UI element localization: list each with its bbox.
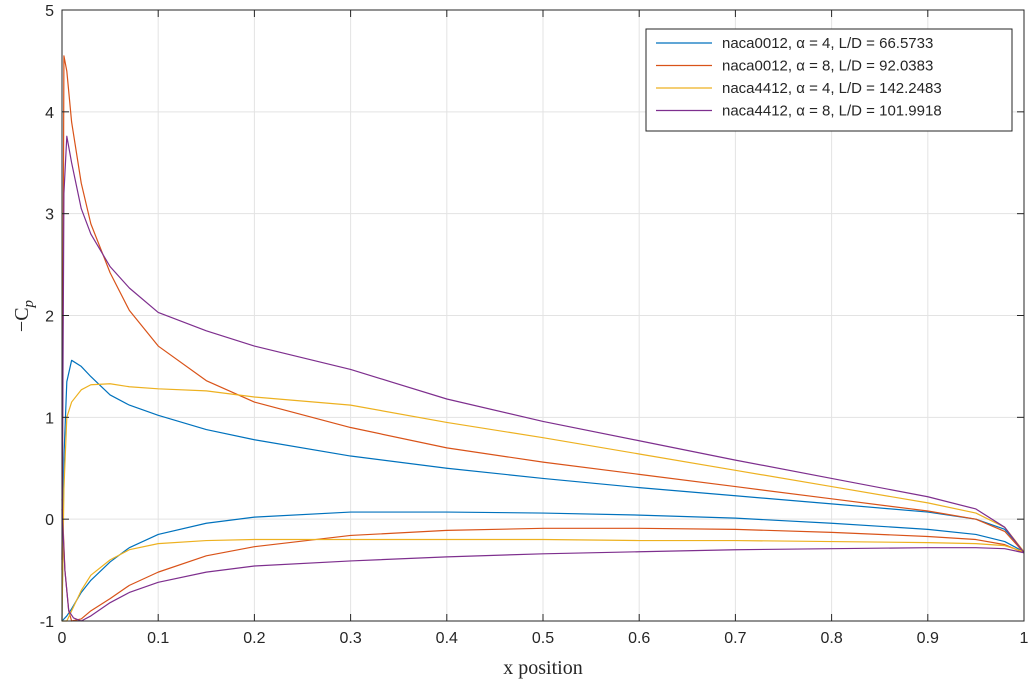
y-axis-label: −Cp bbox=[11, 299, 37, 332]
legend-entry-label: naca0012, α = 8, L/D = 92.0383 bbox=[722, 58, 933, 75]
x-tick-label: 0.1 bbox=[147, 630, 169, 647]
y-tick-label: 1 bbox=[45, 410, 54, 427]
x-tick-label: 0.4 bbox=[436, 630, 458, 647]
legend-entry-label: naca4412, α = 4, L/D = 142.2483 bbox=[722, 80, 942, 97]
x-tick-label: 0 bbox=[58, 630, 67, 647]
y-axis-label-main: −C bbox=[11, 307, 33, 332]
series-4-upper-line bbox=[61, 135, 1025, 560]
y-tick-label: 2 bbox=[45, 309, 54, 326]
x-tick-label: 0.2 bbox=[243, 630, 265, 647]
legend-box bbox=[645, 28, 1013, 132]
series-3-upper-line bbox=[61, 383, 1025, 622]
y-tick-label: 3 bbox=[45, 207, 54, 224]
x-tick-label: 0.3 bbox=[339, 630, 361, 647]
x-tick-label: 0.6 bbox=[628, 630, 650, 647]
y-tick-label: 0 bbox=[45, 512, 54, 529]
x-tick-label: 0.7 bbox=[724, 630, 746, 647]
series-1-lower-line bbox=[61, 511, 1025, 622]
x-axis-label: x position bbox=[503, 657, 582, 679]
legend-entry-label: naca0012, α = 4, L/D = 66.5733 bbox=[722, 35, 933, 52]
legend: naca0012, α = 4, L/D = 66.5733 naca0012, … bbox=[645, 28, 1013, 132]
series-2-lower-line bbox=[61, 498, 1025, 622]
legend-entry-label: naca4412, α = 8, L/D = 101.9918 bbox=[722, 103, 942, 120]
series-1-upper-line bbox=[61, 359, 1025, 622]
x-tick-label: 0.8 bbox=[820, 630, 842, 647]
x-tick-label: 1 bbox=[1020, 630, 1029, 647]
series-group bbox=[61, 55, 1025, 622]
series-2-upper-line bbox=[61, 55, 1025, 571]
x-tick-label: 0.5 bbox=[532, 630, 554, 647]
y-tick-label: -1 bbox=[40, 614, 54, 631]
y-axis-label-subscript: p bbox=[21, 299, 37, 308]
y-tick-label: 5 bbox=[45, 3, 54, 20]
y-tick-label: 4 bbox=[45, 105, 54, 122]
x-tick-label: 0.9 bbox=[917, 630, 939, 647]
series-4-lower-line bbox=[61, 508, 1025, 622]
series-3-lower-line bbox=[62, 538, 1025, 622]
